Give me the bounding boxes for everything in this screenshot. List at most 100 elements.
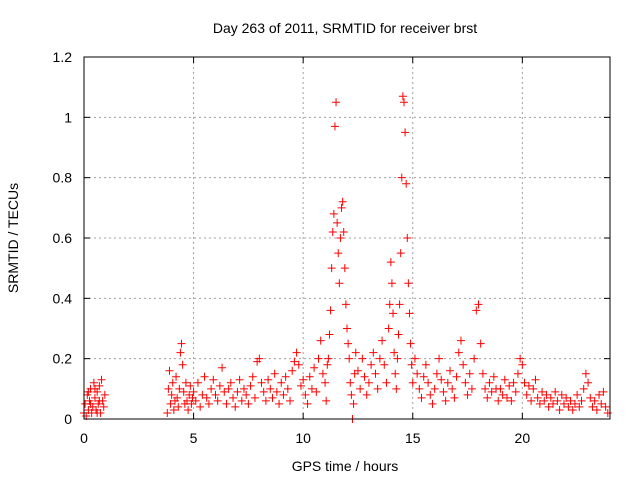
data-point bbox=[213, 396, 222, 405]
data-point bbox=[487, 387, 496, 396]
data-point bbox=[584, 378, 593, 387]
data-point bbox=[544, 402, 553, 411]
y-tick-label: 0.4 bbox=[53, 290, 73, 306]
data-point bbox=[387, 279, 396, 288]
data-point bbox=[575, 402, 584, 411]
data-point bbox=[166, 399, 175, 408]
data-point bbox=[524, 381, 533, 390]
data-point bbox=[242, 390, 251, 399]
data-point bbox=[424, 378, 433, 387]
data-point bbox=[196, 402, 205, 411]
y-axis-title: SRMTID / TECUs bbox=[5, 183, 21, 293]
data-point bbox=[385, 300, 394, 309]
data-point bbox=[261, 396, 270, 405]
data-point bbox=[562, 393, 571, 402]
data-point bbox=[507, 396, 516, 405]
data-point bbox=[405, 309, 414, 318]
data-point bbox=[165, 366, 174, 375]
data-point bbox=[346, 378, 355, 387]
data-point bbox=[590, 396, 599, 405]
data-point bbox=[99, 402, 108, 411]
data-point bbox=[272, 387, 281, 396]
data-point bbox=[432, 369, 441, 378]
data-point bbox=[538, 387, 547, 396]
data-point bbox=[364, 378, 373, 387]
data-point bbox=[95, 396, 104, 405]
data-point bbox=[362, 390, 371, 399]
data-point bbox=[207, 384, 216, 393]
data-point bbox=[581, 369, 590, 378]
data-point bbox=[577, 396, 586, 405]
data-point bbox=[84, 387, 93, 396]
data-point bbox=[326, 306, 335, 315]
data-point bbox=[301, 390, 310, 399]
data-point bbox=[305, 372, 314, 381]
data-point bbox=[173, 393, 182, 402]
data-point bbox=[283, 384, 292, 393]
data-point bbox=[275, 399, 284, 408]
data-point bbox=[371, 369, 380, 378]
data-point bbox=[351, 348, 360, 357]
data-point bbox=[299, 375, 308, 384]
data-point bbox=[337, 203, 346, 212]
data-point bbox=[529, 384, 538, 393]
data-point bbox=[393, 354, 402, 363]
data-point bbox=[408, 378, 417, 387]
data-point bbox=[257, 378, 266, 387]
data-point bbox=[178, 360, 187, 369]
data-point bbox=[231, 402, 240, 411]
data-point bbox=[344, 339, 353, 348]
data-point bbox=[386, 258, 395, 267]
data-point bbox=[446, 366, 455, 375]
data-point bbox=[555, 405, 564, 414]
data-point bbox=[419, 372, 428, 381]
data-point bbox=[474, 300, 483, 309]
data-point bbox=[218, 363, 227, 372]
data-point bbox=[390, 348, 399, 357]
data-point bbox=[338, 197, 347, 206]
data-point bbox=[452, 372, 461, 381]
x-tick-label: 10 bbox=[295, 430, 311, 446]
data-point bbox=[435, 354, 444, 363]
data-point bbox=[461, 378, 470, 387]
data-point bbox=[294, 360, 303, 369]
data-point bbox=[599, 387, 608, 396]
y-tick-label: 1.2 bbox=[53, 49, 73, 65]
data-point bbox=[430, 384, 439, 393]
data-point bbox=[518, 360, 527, 369]
data-point bbox=[450, 393, 459, 402]
data-point bbox=[266, 384, 275, 393]
data-point bbox=[322, 396, 331, 405]
data-point bbox=[86, 399, 95, 408]
data-point bbox=[321, 378, 330, 387]
data-point bbox=[586, 393, 595, 402]
data-point bbox=[97, 375, 106, 384]
data-point bbox=[489, 372, 498, 381]
data-point bbox=[229, 393, 238, 402]
data-point bbox=[193, 378, 202, 387]
data-point bbox=[244, 399, 253, 408]
y-tick-label: 1 bbox=[64, 109, 72, 125]
data-point bbox=[391, 369, 400, 378]
data-point bbox=[279, 390, 288, 399]
data-point bbox=[290, 357, 299, 366]
data-point bbox=[332, 98, 341, 107]
data-point bbox=[465, 369, 474, 378]
data-point bbox=[336, 234, 345, 242]
data-point bbox=[378, 336, 387, 345]
data-point bbox=[535, 399, 544, 408]
data-point bbox=[330, 122, 339, 131]
x-tick-label: 0 bbox=[80, 430, 88, 446]
y-tick-label: 0 bbox=[64, 411, 72, 427]
data-point bbox=[566, 396, 575, 405]
data-point bbox=[175, 384, 184, 393]
data-point bbox=[174, 402, 183, 411]
data-point bbox=[553, 396, 562, 405]
data-point bbox=[186, 381, 195, 390]
data-point bbox=[179, 387, 188, 396]
data-point bbox=[168, 378, 177, 387]
data-point bbox=[89, 378, 98, 387]
data-point bbox=[343, 324, 351, 333]
data-point bbox=[415, 384, 424, 393]
